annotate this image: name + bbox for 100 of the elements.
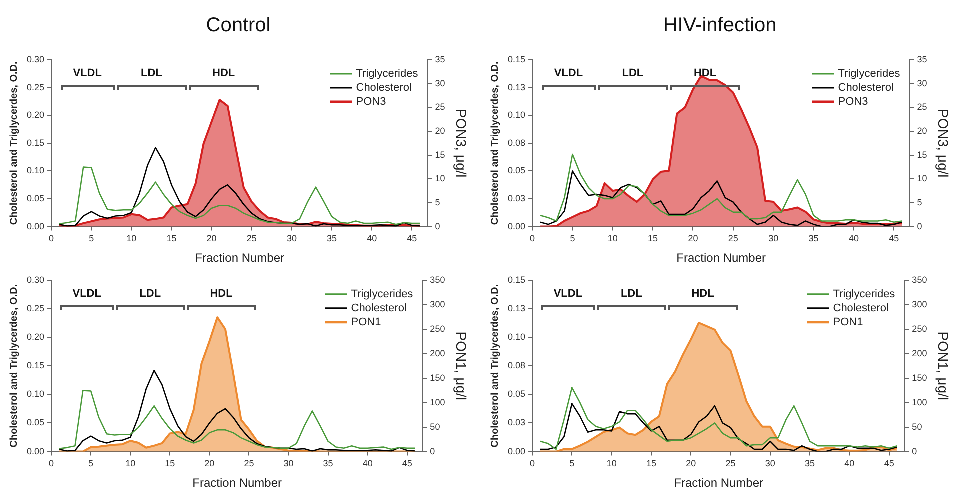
y2-tick-label: 15 — [435, 150, 446, 160]
x-tick-label: 5 — [89, 234, 94, 244]
chart-title: Control — [206, 14, 271, 37]
x-tick-label: 10 — [126, 234, 137, 244]
x-tick-label: 25 — [728, 234, 738, 244]
chart-title: HIV-infection — [663, 14, 777, 37]
x-tick-label: 15 — [648, 234, 658, 244]
y2-tick-label: 10 — [435, 174, 446, 184]
y2-tick-label: 250 — [912, 324, 928, 334]
legend-label: PON3 — [356, 96, 386, 108]
x-tick-label: 30 — [768, 234, 779, 244]
y2-tick-label: 350 — [430, 274, 446, 285]
y2-axis-title: PON3, μg/l — [454, 109, 470, 178]
x-tick-label: 30 — [765, 458, 776, 469]
x-tick-label: 25 — [726, 458, 736, 469]
y2-tick-label: 25 — [435, 102, 446, 112]
x-tick-label: 5 — [88, 458, 94, 469]
x-tick-label: 45 — [889, 234, 900, 244]
y-tick-label: 0.25 — [26, 82, 45, 92]
x-tick-label: 30 — [286, 234, 297, 244]
y2-tick-label: 250 — [430, 324, 446, 334]
y2-tick-label: 20 — [917, 126, 928, 136]
y-tick-label: 0.05 — [26, 193, 45, 204]
y2-tick-label: 300 — [430, 299, 446, 310]
x-axis-title: Fraction Number — [676, 251, 766, 266]
x-tick-label: 20 — [686, 458, 696, 469]
y-tick-label: 0.10 — [508, 110, 526, 120]
y-tick-label: 0.15 — [508, 54, 526, 64]
legend-label: PON1 — [351, 316, 382, 328]
x-axis-title: Fraction Number — [674, 476, 764, 490]
y2-tick-label: 150 — [430, 372, 446, 383]
x-tick-label: 45 — [407, 234, 418, 244]
annotation: LDL — [140, 288, 162, 300]
x-tick-label: 10 — [606, 458, 617, 469]
y-axis-title: Cholesterol and Triglycerdes, O.D. — [490, 61, 501, 226]
y2-tick-label: 5 — [435, 197, 440, 208]
y-tick-label: 0.30 — [26, 274, 45, 285]
y2-tick-label: 25 — [917, 102, 928, 112]
annotation: LDL — [141, 68, 163, 80]
y-tick-label: 0.05 — [508, 166, 526, 176]
y-tick-label: 0.05 — [508, 389, 526, 400]
y-tick-label: 0.15 — [26, 138, 45, 148]
x-tick-label: 30 — [284, 458, 294, 469]
x-tick-label: 40 — [848, 234, 859, 244]
y-tick-label: 0.08 — [508, 138, 526, 148]
x-tick-label: 0 — [530, 234, 536, 244]
x-tick-label: 35 — [805, 458, 816, 469]
y2-tick-label: 50 — [912, 422, 922, 432]
legend-label: Cholesterol — [351, 302, 407, 314]
y2-axis-title: PON1, μg/l — [936, 332, 952, 400]
y-tick-label: 0.05 — [26, 418, 45, 428]
legend-label: Triglycerides — [838, 68, 901, 80]
legend-label: Cholesterol — [356, 82, 412, 94]
y-tick-label: 0.15 — [26, 360, 45, 371]
annotation: LDL — [620, 288, 643, 300]
annotation: VLDL — [554, 288, 583, 300]
y2-tick-label: 20 — [435, 126, 446, 136]
x-tick-label: 25 — [244, 458, 254, 469]
y-axis-title: Cholesterol and Triglycerdes, O.D. — [490, 284, 501, 448]
x-tick-label: 25 — [246, 234, 257, 244]
y2-tick-label: 300 — [912, 299, 928, 310]
y-tick-label: 0.08 — [508, 360, 526, 371]
x-tick-label: 35 — [808, 234, 819, 244]
y-tick-label: 0.30 — [26, 54, 45, 64]
legend-label: Triglycerides — [351, 288, 414, 300]
x-tick-label: 40 — [367, 234, 378, 244]
x-tick-label: 15 — [165, 458, 176, 469]
y2-tick-label: 30 — [435, 78, 446, 88]
x-tick-label: 0 — [49, 234, 54, 244]
y-axis-title: Cholesterol and Triglycerdes, O.D. — [8, 284, 20, 448]
annotation: VLDL — [73, 68, 102, 80]
y-tick-label: 0.15 — [508, 274, 526, 285]
x-axis-title: Fraction Number — [192, 476, 282, 490]
x-tick-label: 40 — [362, 458, 373, 469]
annotation: VLDL — [72, 288, 102, 300]
x-tick-label: 5 — [570, 458, 575, 469]
annotation: HDL — [692, 288, 715, 300]
x-tick-label: 20 — [204, 458, 215, 469]
y-tick-label: 0.10 — [508, 332, 526, 342]
y2-tick-label: 100 — [912, 397, 928, 408]
y-tick-label: 0.10 — [26, 389, 45, 400]
x-tick-label: 0 — [530, 458, 536, 469]
y2-tick-label: 200 — [912, 348, 928, 358]
y-tick-label: 0.25 — [26, 303, 45, 314]
annotation: HDL — [694, 68, 717, 80]
x-tick-label: 20 — [688, 234, 698, 244]
x-tick-label: 45 — [884, 458, 894, 469]
y2-tick-label: 350 — [912, 274, 928, 285]
y2-tick-label: 100 — [430, 397, 446, 408]
y2-tick-label: 50 — [430, 422, 440, 432]
y-tick-label: 0.00 — [508, 221, 526, 232]
y2-tick-label: 15 — [917, 150, 928, 160]
annotation: HDL — [210, 288, 234, 300]
x-tick-label: 20 — [206, 234, 217, 244]
legend-label: Cholesterol — [833, 302, 889, 314]
legend-label: Triglycerides — [356, 68, 419, 80]
x-tick-label: 15 — [166, 234, 177, 244]
y-tick-label: 0.03 — [508, 418, 526, 428]
x-axis-title: Fraction Number — [195, 251, 285, 266]
annotation: VLDL — [554, 68, 584, 80]
